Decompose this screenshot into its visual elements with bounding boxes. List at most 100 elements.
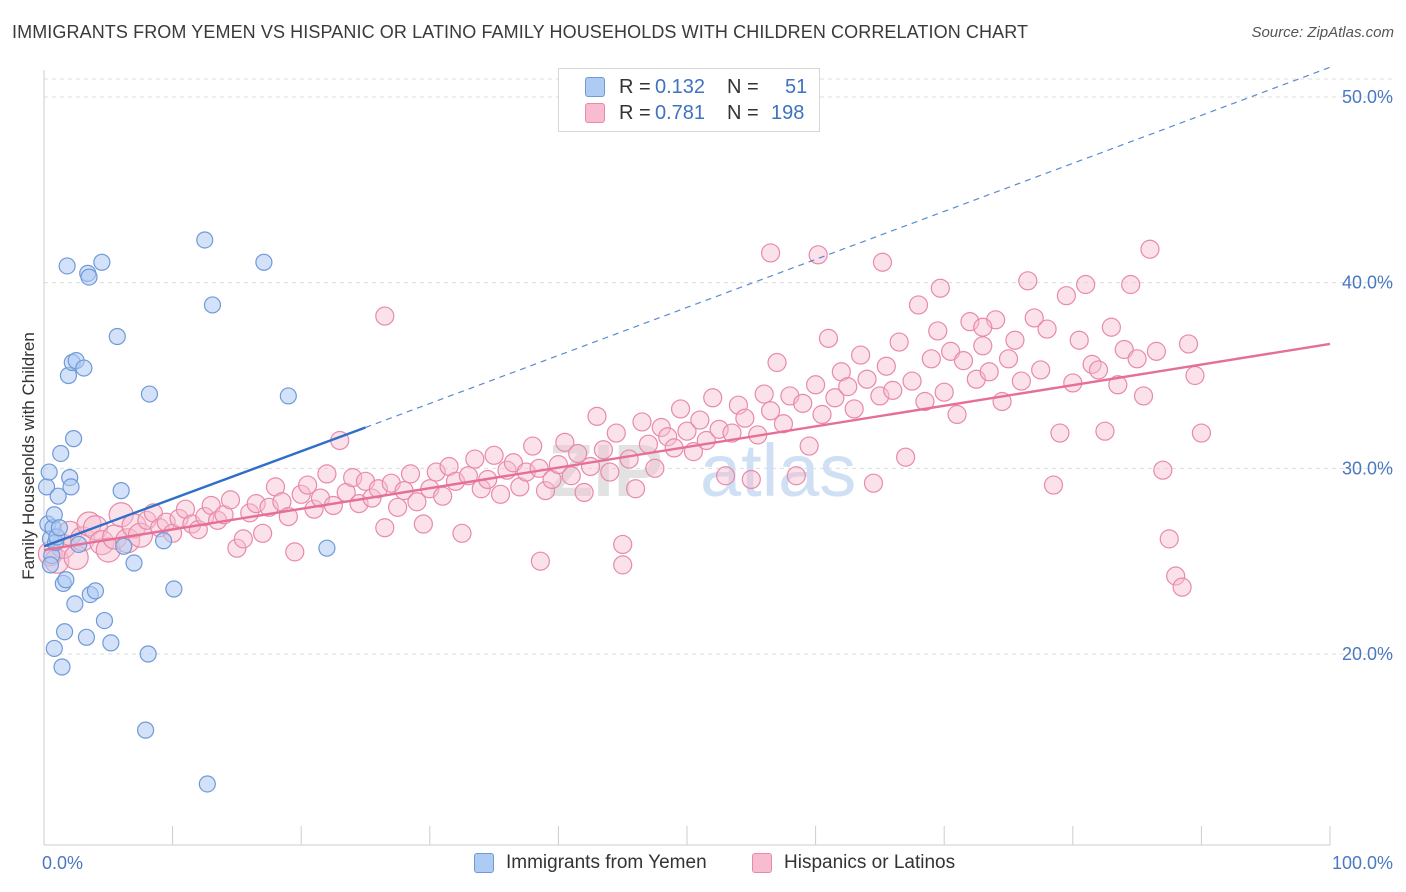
point-hispanics	[722, 423, 742, 443]
point-hispanics	[1166, 566, 1186, 586]
point-hispanics	[220, 490, 241, 510]
point-hispanics	[760, 243, 781, 263]
legend-row-hispanics: R = 0.781 N = 198	[585, 101, 804, 125]
y-tick-label: 20.0%	[1342, 644, 1393, 664]
point-hispanics	[851, 345, 871, 365]
trend-yemen	[43, 426, 366, 548]
point-hispanics	[760, 401, 781, 421]
legend-swatch-hispanics	[585, 103, 605, 123]
legend-item-yemen: Immigrants from Yemen	[474, 852, 707, 874]
series-hispanics-points	[37, 239, 1212, 597]
axes	[43, 70, 1331, 846]
legend-n-label: N =	[727, 101, 759, 124]
point-hispanics	[452, 523, 472, 543]
point-hispanics	[825, 388, 845, 408]
point-hispanics	[375, 518, 395, 538]
point-hispanics	[561, 466, 581, 486]
point-hispanics	[388, 497, 408, 517]
point-yemen	[49, 487, 67, 505]
point-yemen	[108, 327, 126, 346]
point-hispanics	[1056, 286, 1076, 306]
point-yemen	[140, 385, 159, 403]
point-hispanics	[1069, 330, 1089, 350]
point-hispanics	[889, 332, 909, 352]
point-hispanics	[863, 473, 884, 493]
point-hispanics	[233, 529, 253, 549]
point-hispanics	[1108, 375, 1128, 395]
point-hispanics	[1101, 317, 1121, 337]
point-hispanics	[857, 369, 877, 389]
point-yemen	[196, 231, 214, 249]
point-hispanics	[902, 371, 922, 391]
point-yemen	[279, 387, 297, 405]
point-hispanics	[921, 349, 941, 369]
point-yemen	[93, 253, 111, 271]
point-hispanics	[1011, 371, 1031, 391]
point-hispanics	[568, 443, 588, 464]
y-tick-label: 40.0%	[1342, 273, 1393, 293]
point-yemen	[125, 554, 143, 572]
point-hispanics	[658, 427, 678, 447]
point-yemen	[40, 463, 58, 481]
tick-labels: 20.0% 30.0% 40.0% 50.0% 0.0% 100.0%	[42, 87, 1393, 873]
legend-r-label: R =	[619, 101, 651, 124]
point-hispanics	[465, 449, 485, 469]
point-hispanics	[1159, 529, 1179, 549]
point-yemen	[198, 775, 216, 793]
point-hispanics	[227, 538, 247, 558]
point-hispanics	[876, 356, 896, 376]
point-hispanics	[574, 482, 594, 503]
point-hispanics	[808, 245, 828, 265]
point-hispanics	[930, 278, 950, 298]
point-hispanics	[677, 421, 697, 441]
legend-label-hispanics: Hispanics or Latinos	[784, 852, 956, 873]
point-hispanics	[253, 523, 273, 543]
y-tick-label: 50.0%	[1342, 87, 1393, 107]
point-hispanics	[645, 458, 665, 478]
y-tick-label: 30.0%	[1342, 458, 1393, 478]
point-hispanics	[715, 466, 736, 486]
y-axis-label: Family Households with Children	[19, 332, 38, 580]
point-hispanics	[1063, 373, 1083, 393]
point-hispanics	[1121, 274, 1141, 295]
watermark-zip: ZIP	[548, 429, 663, 512]
point-hispanics	[793, 393, 813, 413]
point-hispanics	[433, 486, 453, 506]
point-yemen	[102, 634, 120, 652]
point-hispanics	[587, 406, 607, 426]
point-yemen	[45, 639, 63, 658]
point-hispanics	[844, 399, 864, 419]
point-hispanics	[638, 434, 659, 454]
point-yemen	[66, 595, 84, 613]
point-yemen	[255, 253, 273, 271]
point-hispanics	[741, 469, 761, 490]
legend-r-value: 0.781	[655, 101, 706, 124]
point-hispanics	[400, 464, 421, 484]
point-hispanics	[1185, 365, 1205, 386]
point-hispanics	[973, 336, 993, 356]
point-yemen	[64, 430, 83, 448]
point-hispanics	[523, 436, 543, 456]
point-hispanics	[619, 449, 639, 469]
point-hispanics	[953, 351, 974, 371]
point-hispanics	[703, 388, 723, 408]
point-hispanics	[413, 514, 433, 534]
point-hispanics	[1088, 360, 1109, 380]
point-hispanics	[709, 419, 729, 439]
point-yemen	[53, 658, 71, 676]
point-hispanics	[593, 440, 614, 460]
point-hispanics	[1037, 319, 1057, 339]
point-hispanics	[285, 542, 305, 562]
correlation-legend: R = 0.132 N = 51 R = 0.781 N = 198	[558, 68, 820, 132]
point-hispanics	[941, 341, 961, 361]
legend-r-value: 0.132	[655, 75, 706, 98]
point-yemen	[80, 268, 98, 286]
point-yemen	[203, 296, 222, 314]
point-hispanics	[805, 375, 826, 395]
point-hispanics	[799, 436, 819, 456]
point-hispanics	[1172, 577, 1192, 597]
point-yemen	[52, 444, 70, 463]
point-hispanics	[735, 408, 755, 428]
legend-row-yemen: R = 0.132 N = 51	[585, 75, 807, 99]
point-hispanics	[812, 404, 832, 425]
